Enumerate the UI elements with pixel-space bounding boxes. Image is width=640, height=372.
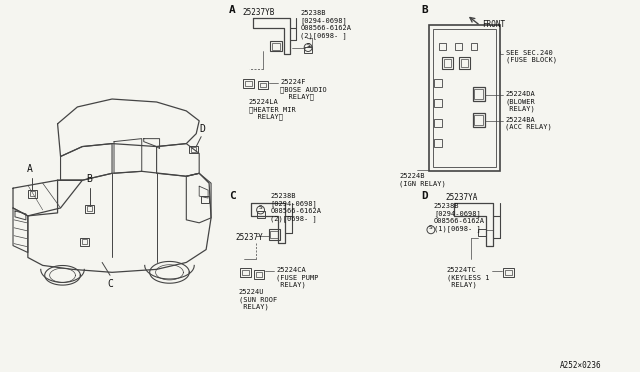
- Text: 25238B
[0294-0698]
Ó08566-6162A
(2)[0698- ]: 25238B [0294-0698] Ó08566-6162A (2)[0698…: [300, 10, 351, 39]
- Bar: [245, 80, 252, 86]
- Bar: [434, 79, 442, 87]
- Text: 25224BA
(ACC RELAY): 25224BA (ACC RELAY): [505, 117, 552, 130]
- Bar: [304, 46, 312, 54]
- Bar: [434, 119, 442, 127]
- Bar: [271, 231, 278, 238]
- Bar: [442, 57, 452, 69]
- Bar: [479, 229, 486, 236]
- Text: B: B: [421, 5, 428, 15]
- Bar: [502, 268, 514, 277]
- Text: B: B: [86, 174, 92, 184]
- Text: 25224B
(IGN RELAY): 25224B (IGN RELAY): [399, 173, 446, 187]
- Text: 25224DA
(BLOWER
 RELAY): 25224DA (BLOWER RELAY): [505, 91, 535, 112]
- Bar: [28, 190, 36, 198]
- Bar: [253, 270, 264, 279]
- Bar: [459, 57, 470, 69]
- Bar: [271, 41, 282, 51]
- Bar: [434, 99, 442, 107]
- Text: 25224CA
(FUSE PUMP
 RELAY): 25224CA (FUSE PUMP RELAY): [276, 267, 319, 288]
- Text: A: A: [27, 164, 33, 174]
- Bar: [439, 42, 446, 49]
- Bar: [257, 211, 264, 218]
- Text: A252×0236: A252×0236: [559, 362, 601, 371]
- Bar: [191, 147, 196, 151]
- Bar: [258, 81, 268, 89]
- Bar: [429, 25, 500, 171]
- Text: S: S: [259, 205, 262, 211]
- Bar: [269, 229, 280, 240]
- Text: C: C: [107, 279, 113, 289]
- Bar: [243, 78, 254, 88]
- Bar: [444, 60, 451, 67]
- Bar: [472, 87, 485, 101]
- Bar: [472, 113, 485, 127]
- Text: D: D: [199, 124, 205, 134]
- Bar: [474, 89, 483, 99]
- Bar: [87, 206, 92, 211]
- Bar: [255, 272, 262, 276]
- Text: 25224TC
(KEYLESS 1
 RELAY): 25224TC (KEYLESS 1 RELAY): [447, 267, 489, 288]
- Bar: [243, 270, 249, 275]
- Bar: [85, 205, 94, 213]
- Text: 25237Y: 25237Y: [236, 233, 264, 242]
- Text: A: A: [229, 5, 236, 15]
- Text: SEE SEC.240
(FUSE BLOCK): SEE SEC.240 (FUSE BLOCK): [506, 49, 557, 63]
- Bar: [260, 83, 266, 87]
- Text: C: C: [229, 191, 236, 201]
- Bar: [474, 115, 483, 125]
- Text: 25238B
[0294-0698]
Ó08566-6162A
(1)[0698- ]: 25238B [0294-0698] Ó08566-6162A (1)[0698…: [434, 203, 485, 232]
- Bar: [83, 239, 87, 244]
- Text: 25237YA: 25237YA: [446, 193, 478, 202]
- Text: 25224U
(SUN ROOF
 RELAY): 25224U (SUN ROOF RELAY): [239, 289, 277, 310]
- Bar: [201, 196, 209, 203]
- Text: D: D: [421, 191, 428, 201]
- Bar: [30, 191, 35, 196]
- Text: 25238B
[0294-0698]
Ó08566-6162A
(2)[0698- ]: 25238B [0294-0698] Ó08566-6162A (2)[0698…: [271, 193, 321, 222]
- Text: FRONT: FRONT: [483, 20, 506, 29]
- Text: S: S: [429, 225, 433, 230]
- Bar: [470, 42, 477, 49]
- Bar: [461, 60, 468, 67]
- Bar: [454, 42, 461, 49]
- Text: 25224LA
〈HEATER MIR
  RELAY〉: 25224LA 〈HEATER MIR RELAY〉: [249, 99, 296, 120]
- Bar: [240, 268, 251, 277]
- Text: 25224F
〈BOSE AUDIO
  RELAY〉: 25224F 〈BOSE AUDIO RELAY〉: [280, 79, 327, 100]
- Text: 25237YB: 25237YB: [243, 8, 275, 17]
- Text: S: S: [307, 43, 310, 48]
- Bar: [81, 238, 89, 246]
- Bar: [189, 145, 198, 154]
- Bar: [433, 29, 496, 167]
- Bar: [273, 42, 280, 49]
- Bar: [505, 270, 511, 275]
- Bar: [434, 139, 442, 147]
